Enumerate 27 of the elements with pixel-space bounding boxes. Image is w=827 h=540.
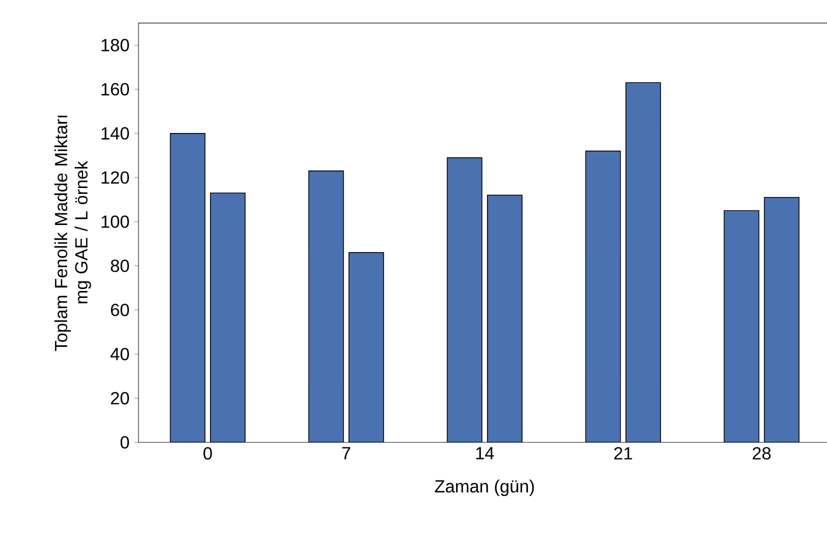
y-tick-label: 20	[110, 392, 129, 404]
x-tick-label: 14	[476, 446, 494, 459]
x-tick-label: 0	[204, 446, 212, 460]
bar	[724, 210, 760, 442]
bar	[170, 132, 206, 442]
x-tick-label: 7	[342, 446, 350, 459]
y-tick-label: 80	[110, 259, 129, 272]
y-tick-label: 0	[120, 436, 129, 448]
bar	[486, 194, 522, 442]
bar	[585, 150, 621, 442]
x-axis-title: Zaman (gün)	[434, 479, 534, 496]
y-tick-label: 60	[110, 304, 129, 316]
bar	[210, 192, 246, 442]
y-tick-label: 100	[102, 215, 129, 228]
bar	[764, 196, 800, 442]
y-axis-title: Toplam Fenolik Madde Miktarı mg GAE / L örnek	[54, 116, 92, 351]
y-tick-label: 160	[102, 82, 129, 96]
bar	[446, 157, 482, 442]
y-tick-label: 40	[110, 348, 129, 360]
y-tick-label: 120	[102, 171, 129, 184]
bar	[348, 252, 384, 442]
x-tick-label: 21	[614, 446, 632, 460]
y-tick-label: 140	[102, 126, 129, 140]
bar	[308, 170, 344, 442]
bar	[625, 82, 661, 442]
y-tick-label: 180	[102, 38, 129, 52]
x-tick-label: 28	[752, 446, 771, 460]
